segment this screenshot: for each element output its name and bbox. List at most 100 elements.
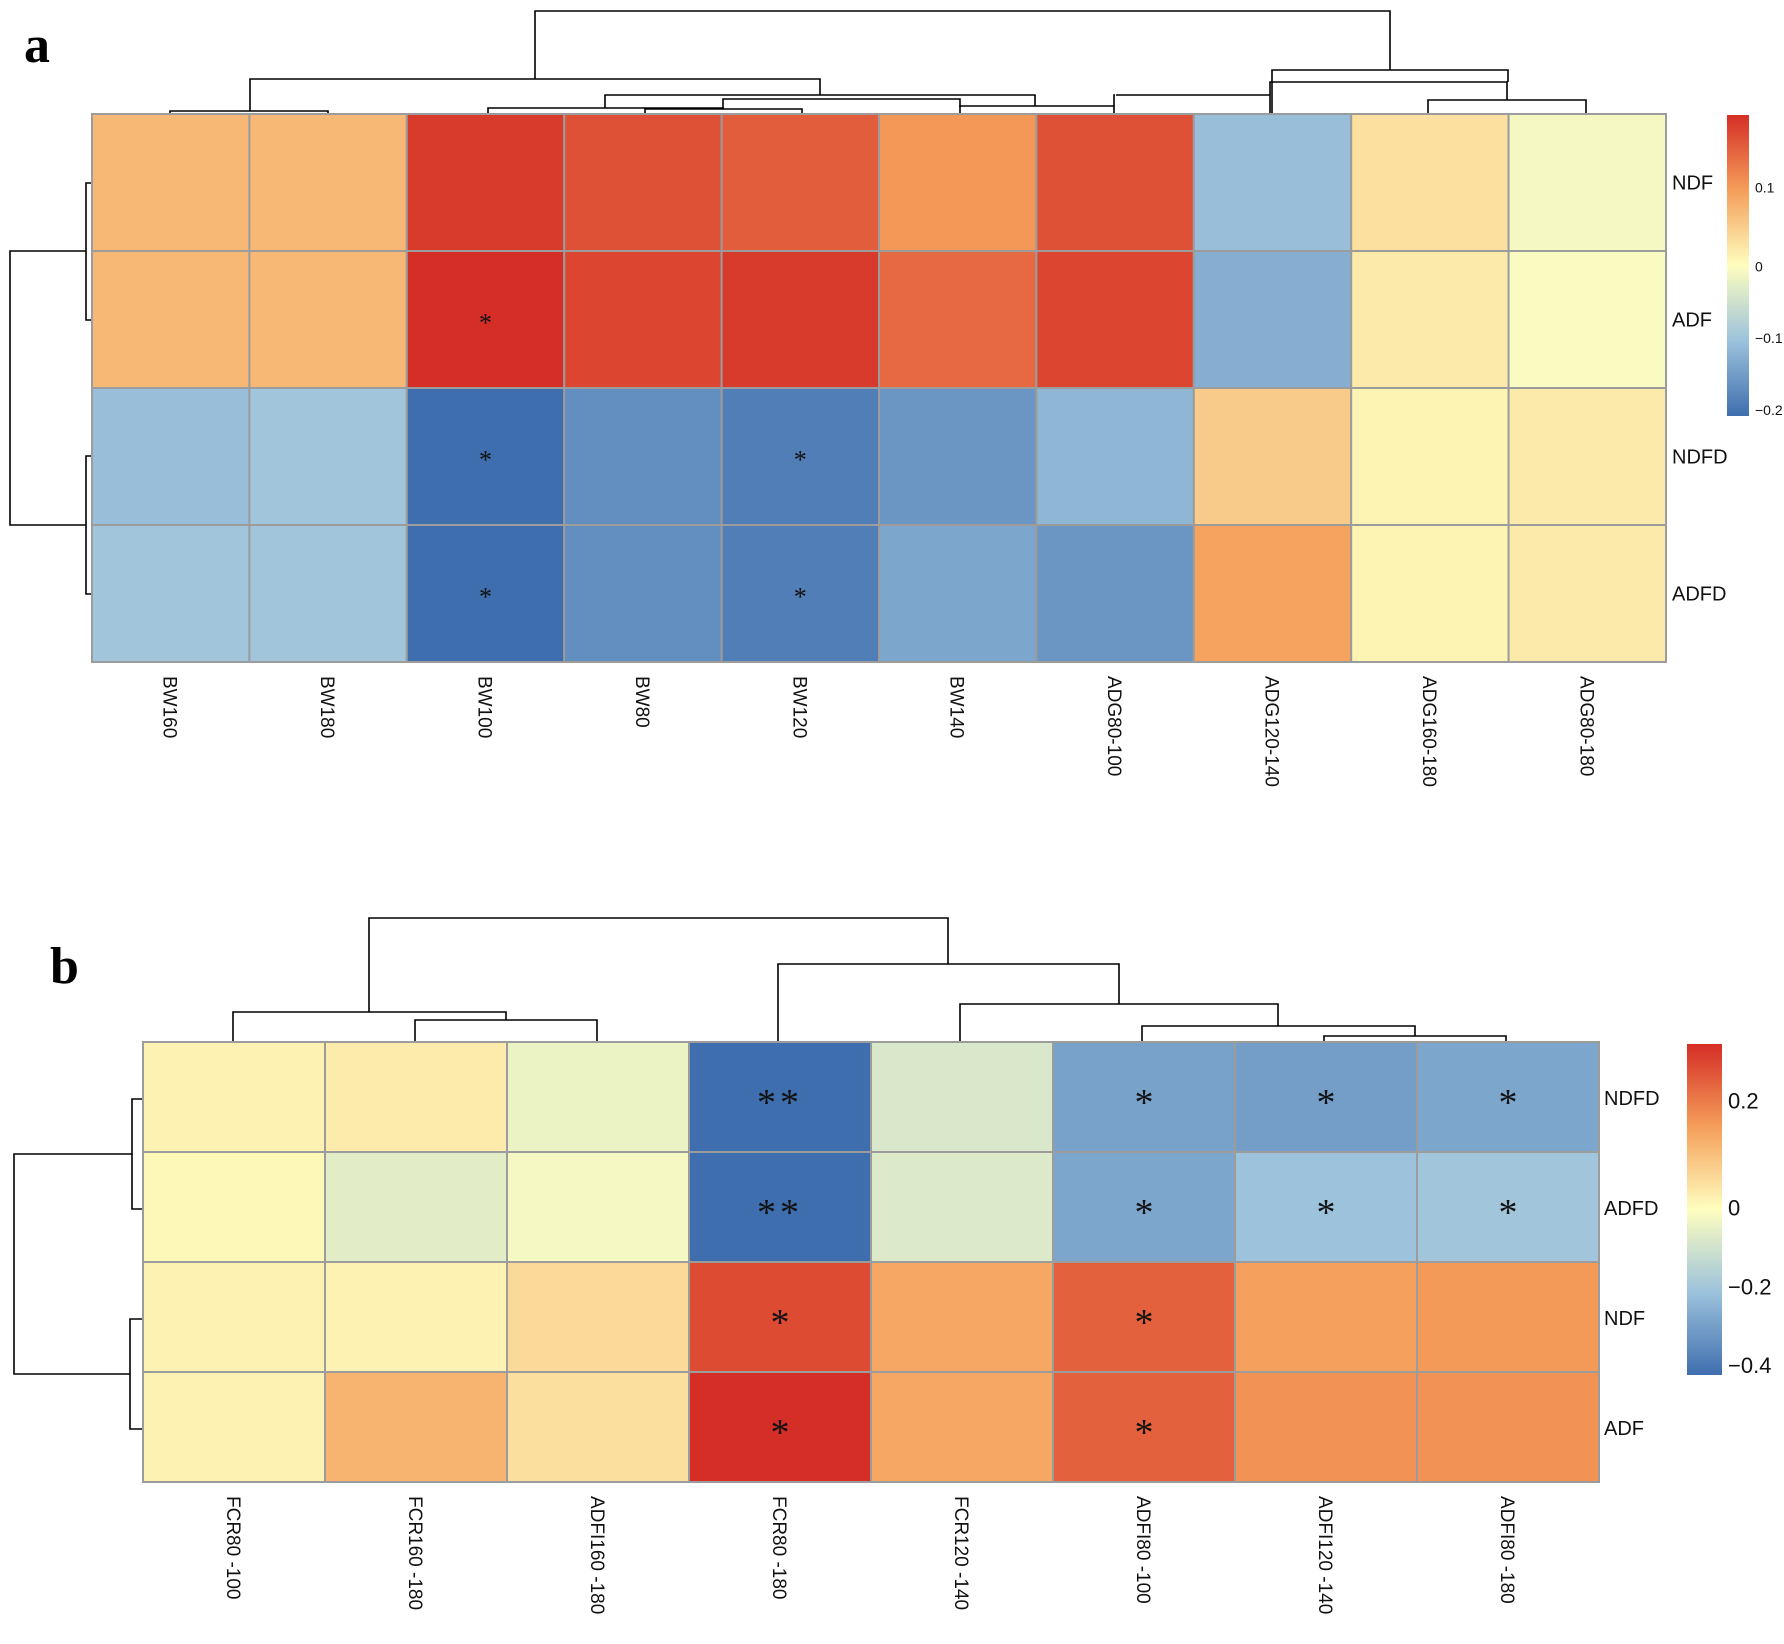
panel-a-row-labels: NDF ADF NDFD ADFD [1672, 173, 1728, 606]
panel-b-cell-r3-c7 [1416, 1371, 1600, 1483]
panel-b-row-label-0: NDFD [1604, 1088, 1660, 1110]
panel-a-cell-r0-c0 [91, 113, 251, 252]
panel-b-column-labels: FCR80 -100 FCR160 -180 ADFI160 -180 FCR80 -… [222, 1496, 1517, 1614]
panel-b-significance-r0-c3: ** [757, 1082, 803, 1124]
panel-b-significance-r3-c5: * [1135, 1412, 1154, 1454]
panel-a-column-label-6: ADG80-100 [1103, 676, 1124, 776]
panel-a-cell-r2-c7 [1192, 387, 1353, 526]
panel-a-cell-r0-c9 [1507, 113, 1667, 252]
panel-a-cell-r3-c9 [1507, 524, 1667, 663]
panel-b-significance-r0-c5: * [1135, 1082, 1154, 1124]
panel-b-significance-r2-c5: * [1135, 1302, 1154, 1344]
panel-a-column-label-9: ADG80-180 [1575, 676, 1596, 776]
panel-a-cell-r0-c3 [563, 113, 723, 252]
panel-b-cell-r2-c2 [506, 1261, 690, 1373]
panel-a-column-label-4: BW120 [788, 676, 809, 738]
panel-b-colorbar-tick-1: 0 [1728, 1196, 1740, 1221]
panel-b-cell-r0-c2 [506, 1041, 690, 1153]
panel-b-cell-r2-c3 [688, 1261, 872, 1373]
panel-a-cell-r3-c7 [1192, 524, 1353, 663]
panel-a-cell-r2-c3 [563, 387, 723, 526]
panel-a-column-label-5: BW140 [946, 676, 967, 738]
panel-a-cell-r3-c8 [1350, 524, 1510, 663]
panel-a-cell-r2-c2 [405, 387, 566, 526]
panel-a-cell-r3-c4 [720, 524, 880, 663]
panel-a-cell-r2-c0 [91, 387, 251, 526]
panel-a-cell-r3-c0 [91, 524, 251, 663]
panel-a-colorbar-tick-1: 0 [1755, 259, 1763, 275]
panel-b-cell-r2-c1 [324, 1261, 508, 1373]
panel-a-column-label-1: BW180 [316, 676, 337, 738]
panel-b-row-label-2: NDF [1604, 1308, 1645, 1330]
panel-a-cell-r3-c3 [563, 524, 723, 663]
panel-b-cell-r2-c4 [870, 1261, 1054, 1373]
panel-b-cell-r1-c3 [688, 1151, 872, 1263]
panel-a-cell-r0-c4 [720, 113, 880, 252]
panel-b-colorbar: 0.2 0 −0.2 −0.4 [1687, 1044, 1771, 1378]
panel-b-colorbar-tick-2: −0.2 [1728, 1274, 1771, 1299]
panel-b-column-label-4: FCR120 -140 [950, 1496, 971, 1610]
panel-b-significance-r0-c7: * [1499, 1082, 1518, 1124]
panel-a-cell-r3-c5 [878, 524, 1038, 663]
panel-a-cell-r1-c5 [878, 250, 1038, 389]
panel-a-cell-r1-c8 [1350, 250, 1510, 389]
panel-a-cell-r1-c1 [248, 250, 408, 389]
panel-b-column-label-5: ADFI80 -100 [1132, 1496, 1153, 1604]
panel-a-cell-r0-c8 [1350, 113, 1510, 252]
panel-a-cell-r0-c6 [1035, 113, 1195, 252]
panel-a-column-label-8: ADG160-180 [1418, 676, 1439, 787]
panel-b-cell-r1-c4 [870, 1151, 1054, 1263]
panel-a-column-label-7: ADG120-140 [1261, 676, 1282, 787]
panel-b-colorbar-tick-3: −0.4 [1728, 1353, 1771, 1378]
panel-a-cell-r2-c1 [248, 387, 408, 526]
panel-b-label: b [50, 938, 79, 995]
panel-a-cell-r2-c9 [1507, 387, 1667, 526]
panel-a-significance-r3-c2: * [479, 583, 492, 612]
panel-a-cell-r2-c8 [1350, 387, 1510, 526]
panel-b-cell-r1-c1 [324, 1151, 508, 1263]
panel-a-significance-r2-c4: * [794, 446, 807, 475]
panel-b-significance-r3-c3: * [771, 1412, 790, 1454]
panel-a-cell-r1-c3 [563, 250, 723, 389]
panel-b-significance-r2-c3: * [771, 1302, 790, 1344]
panel-a-cell-r3-c6 [1035, 524, 1195, 663]
panel-a-cell-r2-c4 [720, 387, 880, 526]
panel-b-cell-r0-c1 [324, 1041, 508, 1153]
panel-a-colorbar-tick-3: −0.2 [1755, 402, 1783, 418]
panel-b-column-dendrogram [232, 917, 1507, 1042]
panel-b-significance-r0-c6: * [1317, 1082, 1336, 1124]
panel-a-significance-r3-c4: * [794, 583, 807, 612]
panel-a-cell-r1-c6 [1035, 250, 1195, 389]
panel-a-colorbar-tick-2: −0.1 [1755, 330, 1783, 346]
panel-b-significance-r1-c6: * [1317, 1192, 1336, 1234]
panel-b-column-label-0: FCR80 -100 [222, 1496, 243, 1600]
panel-a-row-label-0: NDF [1672, 173, 1713, 195]
panel-b-cell-r3-c4 [870, 1371, 1054, 1483]
panel-b-cell-r3-c5 [1052, 1371, 1236, 1483]
panel-b-column-label-1: FCR160 -180 [404, 1496, 425, 1610]
panel-a-row-label-3: ADFD [1672, 584, 1726, 606]
panel-b-column-label-3: FCR80 -180 [768, 1496, 789, 1600]
panel-a-cell-r0-c2 [405, 113, 566, 252]
panel-a-significance-r1-c2: * [479, 309, 492, 338]
panel-b-cell-r3-c3 [688, 1371, 872, 1483]
panel-b-cell-r0-c0 [142, 1041, 326, 1153]
panel-a-significance-r2-c2: * [479, 446, 492, 475]
panel-a-cell-r2-c6 [1035, 387, 1195, 526]
panel-a-row-dendrogram [9, 182, 92, 595]
panel-a-row-label-1: ADF [1672, 310, 1712, 332]
panel-b-cell-r2-c7 [1416, 1261, 1600, 1373]
panel-a-column-label-3: BW80 [631, 676, 652, 728]
panel-b-column-label-7: ADFI80 -180 [1496, 1496, 1517, 1604]
panel-b-column-label-6: ADFI120 -140 [1314, 1496, 1335, 1614]
panel-a-colorbar: 0.1 0 −0.1 −0.2 [1727, 115, 1783, 418]
panel-b-significance-r1-c7: * [1499, 1192, 1518, 1234]
panel-a-cell-r1-c0 [91, 250, 251, 389]
panel-b-cell-r0-c4 [870, 1041, 1054, 1153]
panel-a-cell-r0-c5 [878, 113, 1038, 252]
panel-a-cell-r3-c2 [405, 524, 566, 663]
panel-a-column-label-0: BW160 [159, 676, 180, 738]
panel-b-cell-r3-c1 [324, 1371, 508, 1483]
